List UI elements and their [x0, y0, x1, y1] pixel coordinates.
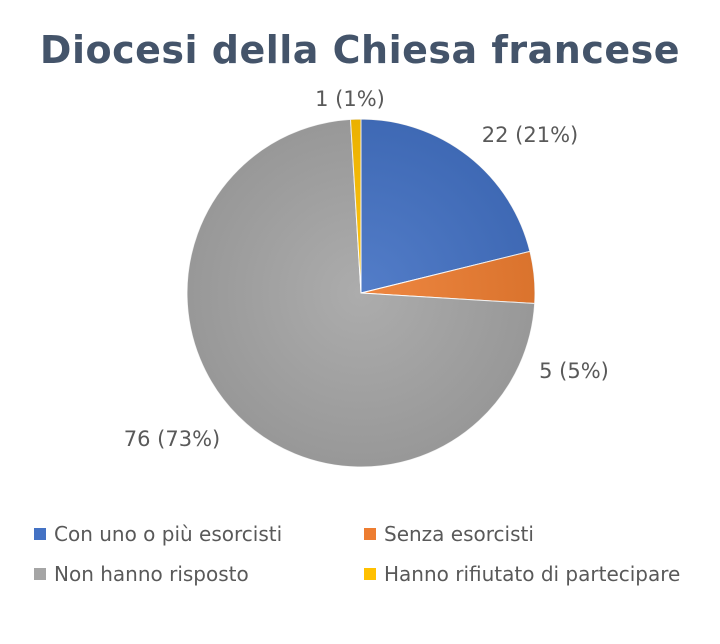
data-label: 22 (21%)	[482, 123, 578, 147]
pie-chart: 22 (21%) 5 (5%) 76 (73%) 1 (1%)	[124, 87, 609, 468]
legend-item: Hanno rifiutato di partecipare	[364, 560, 694, 588]
legend-label: Non hanno risposto	[54, 562, 249, 586]
legend-item: Non hanno risposto	[34, 560, 364, 588]
chart-title: Diocesi della Chiesa francese	[39, 28, 681, 72]
data-label: 76 (73%)	[124, 427, 220, 451]
legend-label: Con uno o più esorcisti	[54, 522, 283, 546]
legend-swatch	[364, 568, 376, 580]
legend-label: Senza esorcisti	[384, 522, 534, 546]
legend-swatch	[34, 568, 46, 580]
data-label: 1 (1%)	[315, 87, 385, 111]
data-label: 5 (5%)	[539, 359, 609, 383]
legend: Con uno o più esorcisti Senza esorcisti …	[34, 520, 714, 588]
legend-swatch	[34, 528, 46, 540]
legend-item: Senza esorcisti	[364, 520, 694, 548]
legend-item: Con uno o più esorcisti	[34, 520, 364, 548]
legend-swatch	[364, 528, 376, 540]
legend-label: Hanno rifiutato di partecipare	[384, 562, 681, 586]
